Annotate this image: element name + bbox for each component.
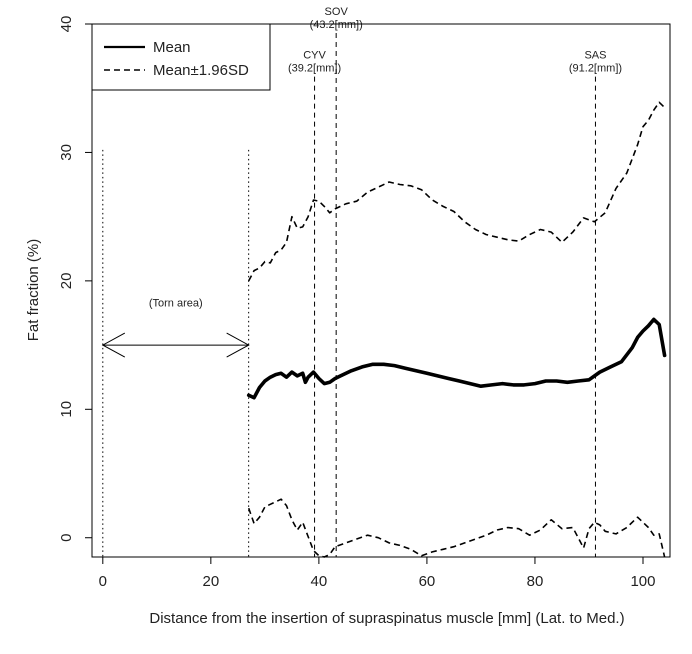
y-tick-label-20: 20 bbox=[58, 273, 75, 290]
x-tick-label-60: 60 bbox=[419, 573, 436, 590]
y-tick-label-0: 0 bbox=[58, 534, 75, 542]
legend: Mean Mean±1.96SD bbox=[91, 23, 271, 91]
x-axis-title: Distance from the insertion of supraspin… bbox=[149, 610, 624, 627]
annotations: (Torn area) bbox=[101, 298, 250, 358]
x-tick-label-20: 20 bbox=[202, 573, 219, 590]
vline-sublabel-sas: (91.2[mm]) bbox=[569, 63, 622, 75]
y-tick-label-10: 10 bbox=[58, 401, 75, 418]
plot-frame bbox=[91, 23, 671, 558]
series-line-mean-plus-1-96sd bbox=[247, 101, 666, 282]
vline-sublabel-cyv: (39.2[mm]) bbox=[288, 63, 341, 75]
torn-area-arrowhead-left bbox=[101, 332, 126, 358]
data-series bbox=[246, 101, 667, 558]
legend-box bbox=[91, 23, 271, 91]
x-tick-label-100: 100 bbox=[630, 573, 655, 590]
vline-label-sov: SOV bbox=[325, 6, 349, 18]
vline-label-sas: SAS bbox=[584, 50, 606, 62]
y-axis-title: Fat fraction (%) bbox=[25, 239, 42, 342]
torn-area-label: (Torn area) bbox=[149, 298, 203, 310]
vertical-reference-lines: CYV(39.2[mm]) SOV(43.2[mm]) SAS(91.2[mm]) bbox=[102, 6, 622, 557]
vline-sublabel-sov: (43.2[mm]) bbox=[310, 19, 363, 31]
vline-label-cyv: CYV bbox=[303, 50, 326, 62]
torn-area-arrowhead-right bbox=[226, 332, 250, 358]
axes: 0 20 40 60 80 100 0 10 20 30 40 bbox=[58, 16, 656, 590]
y-tick-label-40: 40 bbox=[58, 16, 75, 33]
legend-label-sd: Mean±1.96SD bbox=[153, 62, 249, 79]
series-line-mean bbox=[246, 317, 667, 400]
x-tick-label-0: 0 bbox=[99, 573, 107, 590]
x-tick-label-40: 40 bbox=[311, 573, 328, 590]
series-line-mean-minus-1-96sd bbox=[247, 498, 666, 558]
x-tick-label-80: 80 bbox=[527, 573, 544, 590]
legend-label-mean: Mean bbox=[153, 39, 191, 56]
y-tick-label-30: 30 bbox=[58, 144, 75, 161]
